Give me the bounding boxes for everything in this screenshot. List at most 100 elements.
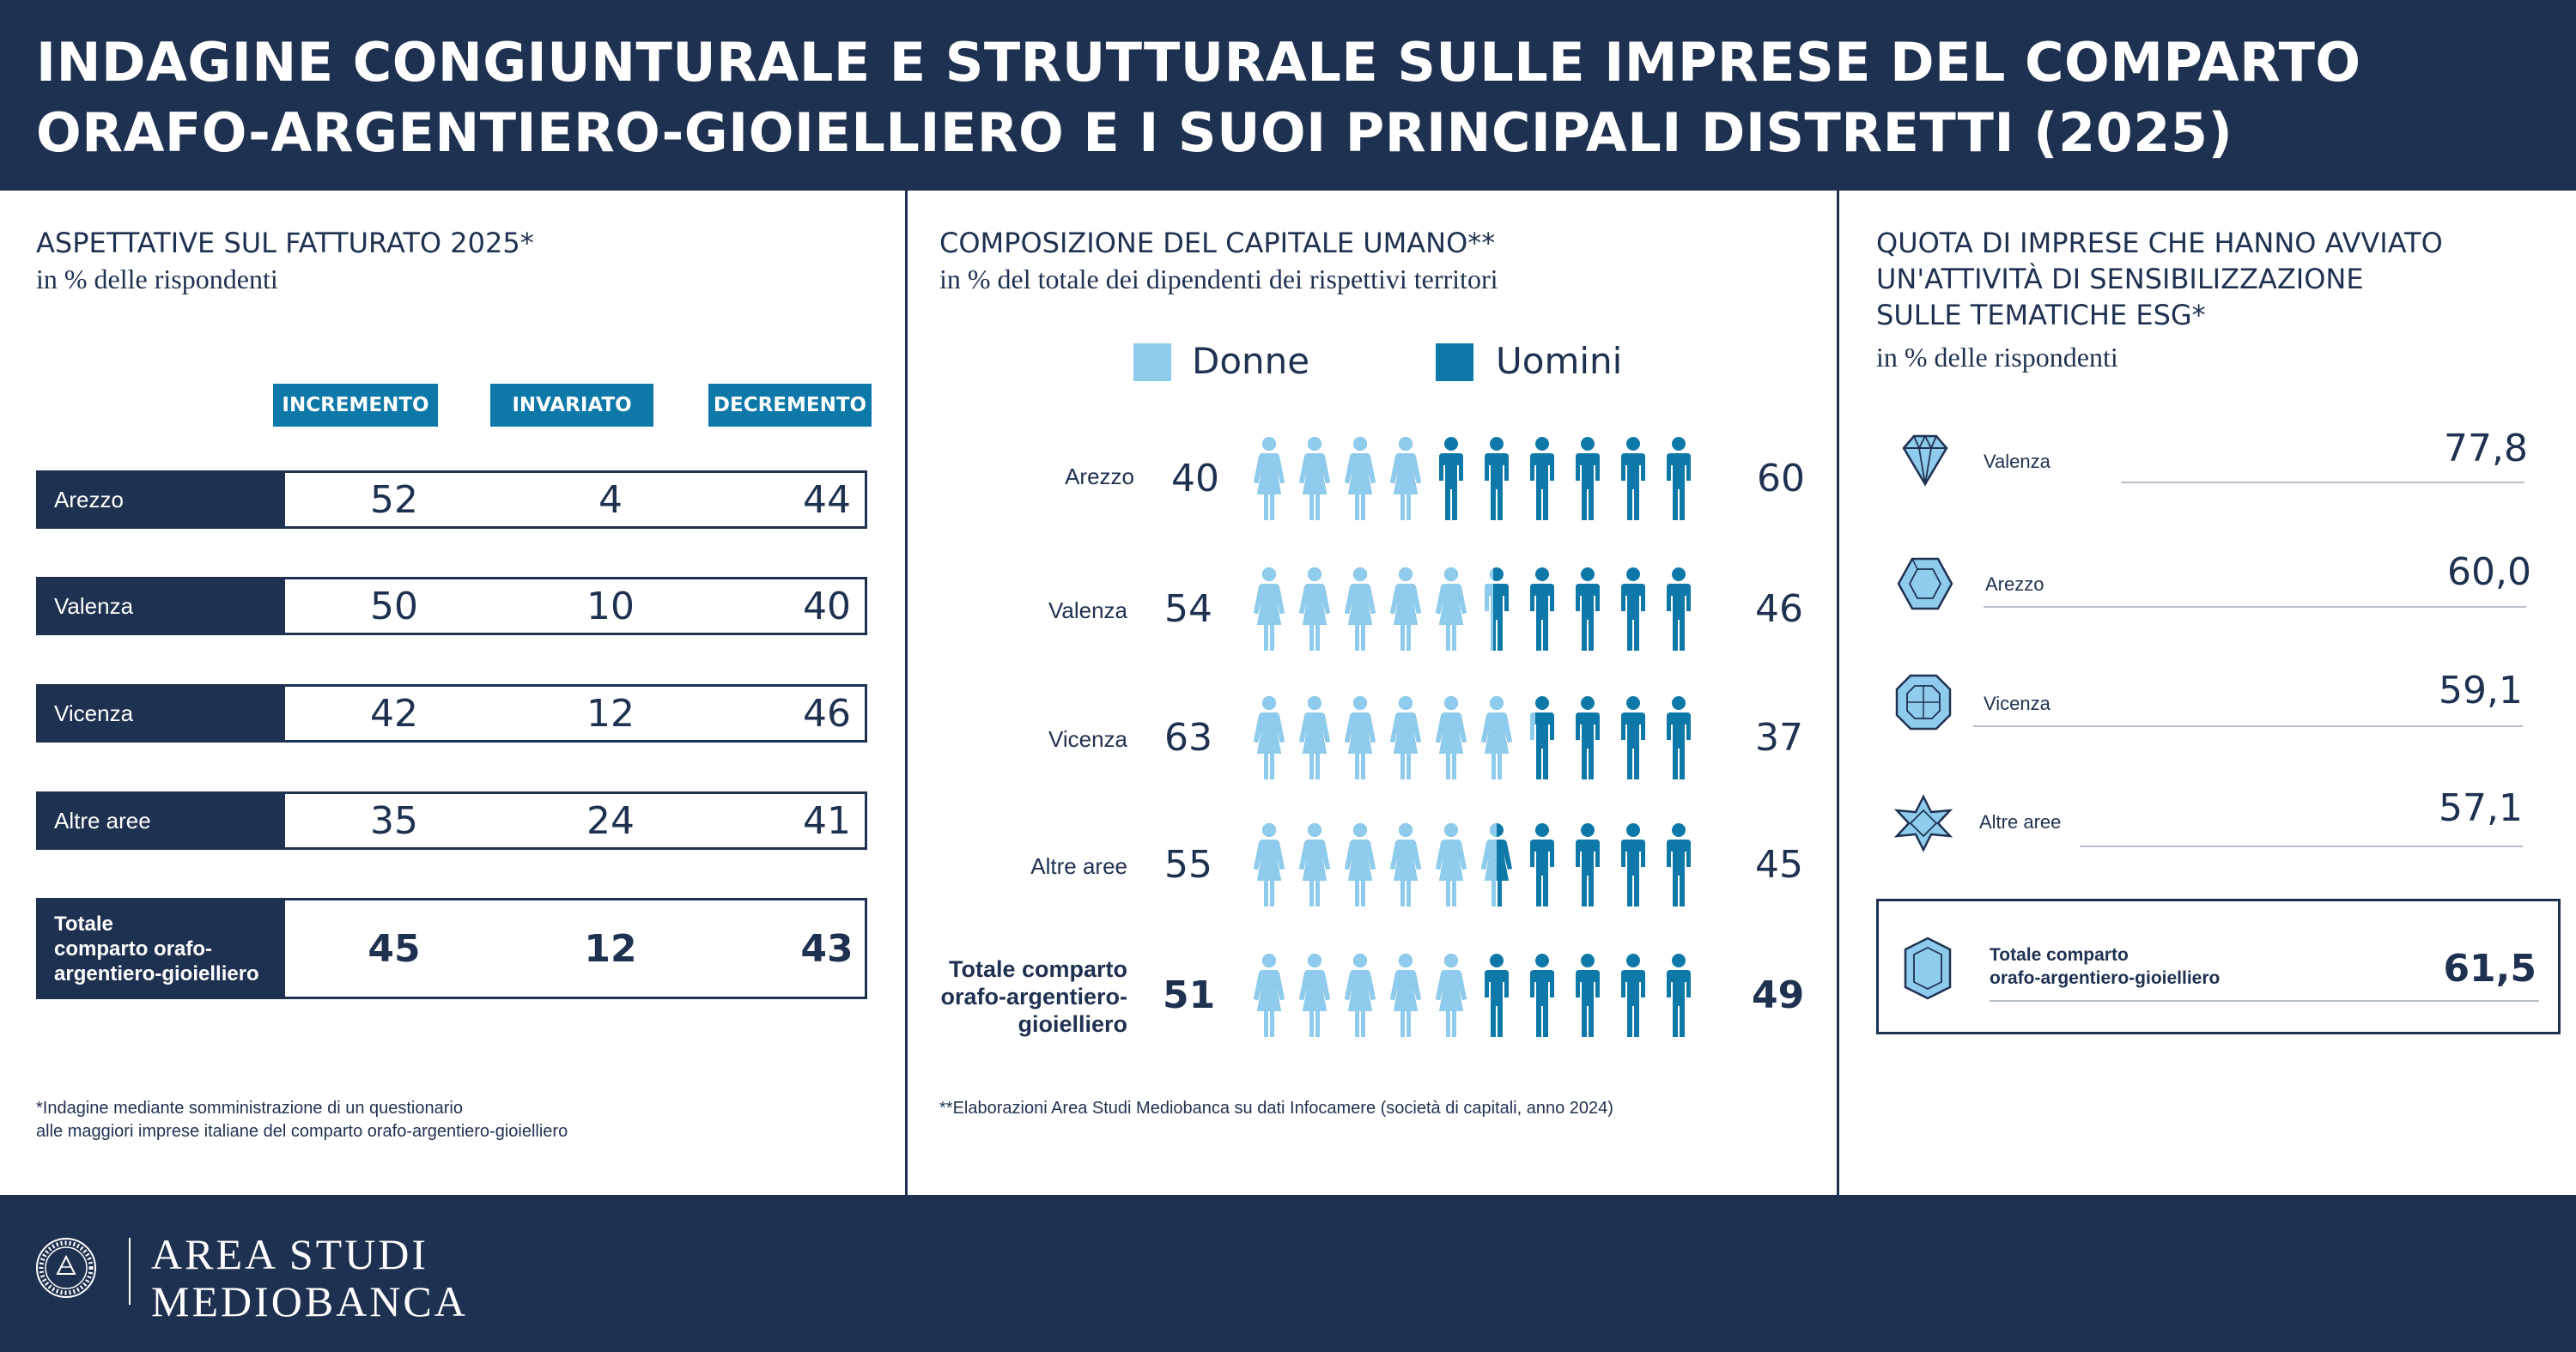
legend-label-women: Donne (1192, 340, 1310, 382)
esg-area-label: Valenza (1984, 451, 2050, 472)
row-label: Altre aree (39, 794, 285, 847)
esg-area-label: Arezzo (1985, 573, 2044, 595)
total-label-line: gioielliero (1018, 1011, 1127, 1037)
total-label-line: argentiero-gioielliero (54, 961, 259, 985)
value-cell: 44 (803, 477, 851, 522)
esg-area-label: Altre aree (1979, 811, 2062, 833)
table-row: Vicenza 42 12 46 (36, 684, 867, 743)
woman-figure-icon (1390, 823, 1421, 906)
footer-divider (129, 1238, 131, 1305)
area-label: Arezzo (1065, 464, 1134, 489)
esg-value: 57,1 (2439, 786, 2523, 830)
table-row: Valenza 50 10 40 (36, 577, 867, 635)
gem-hexagon-icon (1897, 557, 1953, 610)
legend-swatch-women (1133, 343, 1171, 381)
row-label: Valenza (39, 579, 285, 633)
man-figure-icon (1530, 567, 1554, 651)
woman-figure-icon (1345, 823, 1376, 906)
section-subtitle: in % delle rispondenti (1876, 342, 2118, 373)
woman-figure-icon (1390, 696, 1421, 779)
section-title: ASPETTATIVE SUL FATTURATO 2025* (36, 227, 534, 259)
column-header-decremento: DECREMENTO (708, 384, 872, 427)
woman-figure-icon (1436, 567, 1467, 651)
divider-line (2080, 846, 2523, 847)
woman-figure-icon (1299, 954, 1330, 1037)
footnote-line: *Indagine mediante somministrazione di u… (36, 1099, 463, 1118)
total-label-line: Totale (54, 912, 113, 936)
woman-figure-icon (1481, 696, 1512, 779)
value-cell: 43 (800, 926, 854, 971)
table-row: Arezzo 52 4 44 (36, 470, 867, 529)
men-percent: 60 (1757, 457, 1805, 500)
woman-figure-icon (1299, 567, 1330, 651)
men-percent: 49 (1752, 973, 1805, 1017)
value-cell: 52 (370, 477, 418, 522)
man-figure-icon (1530, 437, 1554, 520)
esg-total-label-line: Totale comparto (1990, 945, 2129, 965)
mediobanca-seal-icon (36, 1238, 96, 1298)
gem-emerald-icon (1904, 937, 1952, 1000)
total-label-line: comparto orafo- (54, 937, 213, 961)
man-figure-icon (1485, 437, 1509, 520)
men-percent: 45 (1755, 843, 1803, 887)
value-cell: 46 (803, 691, 851, 736)
split-figure-icon (1485, 954, 1509, 1037)
page-footer: AREA STUDI MEDIOBANCA (0, 1195, 2576, 1352)
gem-star-icon (1893, 794, 1953, 852)
brand-line2: MEDIOBANCA (151, 1277, 468, 1325)
brand-line1: AREA STUDI (151, 1230, 429, 1278)
woman-figure-icon (1345, 567, 1376, 651)
value-cell: 35 (370, 798, 418, 843)
legend-label-men: Uomini (1496, 340, 1623, 382)
man-figure-icon (1621, 696, 1645, 779)
page-title-line2: ORAFO-ARGENTIERO-GIOIELLIERO E I SUOI PR… (36, 101, 2233, 164)
footnote-line: alle maggiori imprese italiane del compa… (36, 1122, 568, 1141)
section-subtitle: in % del totale dei dipendenti dei rispe… (939, 264, 1498, 294)
area-label: Valenza (1048, 597, 1127, 623)
men-percent: 46 (1755, 587, 1803, 631)
men-percent: 37 (1755, 716, 1803, 760)
man-figure-icon (1576, 954, 1600, 1037)
divider-line (1973, 725, 2523, 727)
row-label: Vicenza (39, 687, 285, 740)
section-title-line: UN'ATTIVITÀ DI SENSIBILIZZAZIONE (1876, 263, 2364, 295)
legend-swatch-men (1436, 343, 1473, 381)
column-divider (905, 191, 908, 1195)
value-cell: 12 (584, 926, 637, 971)
man-figure-icon (1439, 437, 1463, 520)
total-label-line: orafo-argentiero- (940, 984, 1127, 1009)
man-figure-icon (1667, 696, 1691, 779)
esg-value: 77,8 (2444, 427, 2528, 470)
woman-figure-icon (1345, 696, 1376, 779)
women-percent: 55 (1164, 843, 1212, 887)
women-percent: 40 (1171, 457, 1219, 500)
esg-value: 60,0 (2447, 550, 2531, 594)
gem-round-icon (1902, 433, 1948, 487)
divider-line (1984, 606, 2526, 608)
woman-figure-icon (1436, 696, 1467, 779)
column-header-invariato: INVARIATO (490, 384, 653, 427)
man-figure-icon (1667, 823, 1691, 906)
man-figure-icon (1621, 567, 1645, 651)
page-title-line1: INDAGINE CONGIUNTURALE E STRUTTURALE SUL… (36, 31, 2361, 94)
woman-figure-icon (1345, 437, 1376, 520)
pictogram-row (1254, 696, 1691, 779)
pictogram-row (1254, 567, 1691, 651)
pictogram-row (1254, 823, 1691, 906)
man-figure-icon (1667, 437, 1691, 520)
man-figure-icon (1667, 567, 1691, 651)
woman-figure-icon (1299, 437, 1330, 520)
man-figure-icon (1576, 437, 1600, 520)
section-title: COMPOSIZIONE DEL CAPITALE UMANO** (939, 227, 1496, 259)
footnote: **Elaborazioni Area Studi Mediobanca su … (939, 1099, 1613, 1118)
column-divider (1837, 191, 1839, 1195)
woman-figure-icon (1390, 954, 1421, 1037)
divider-line (1990, 1000, 2539, 1002)
women-percent: 54 (1164, 587, 1212, 631)
value-cell: 4 (598, 477, 623, 522)
area-label: Altre aree (1030, 853, 1127, 879)
row-label-total: Totale comparto orafo- argentiero-gioiel… (39, 900, 285, 997)
value-cell: 50 (370, 584, 418, 628)
value-cell: 40 (803, 584, 851, 628)
woman-figure-icon (1254, 437, 1285, 520)
